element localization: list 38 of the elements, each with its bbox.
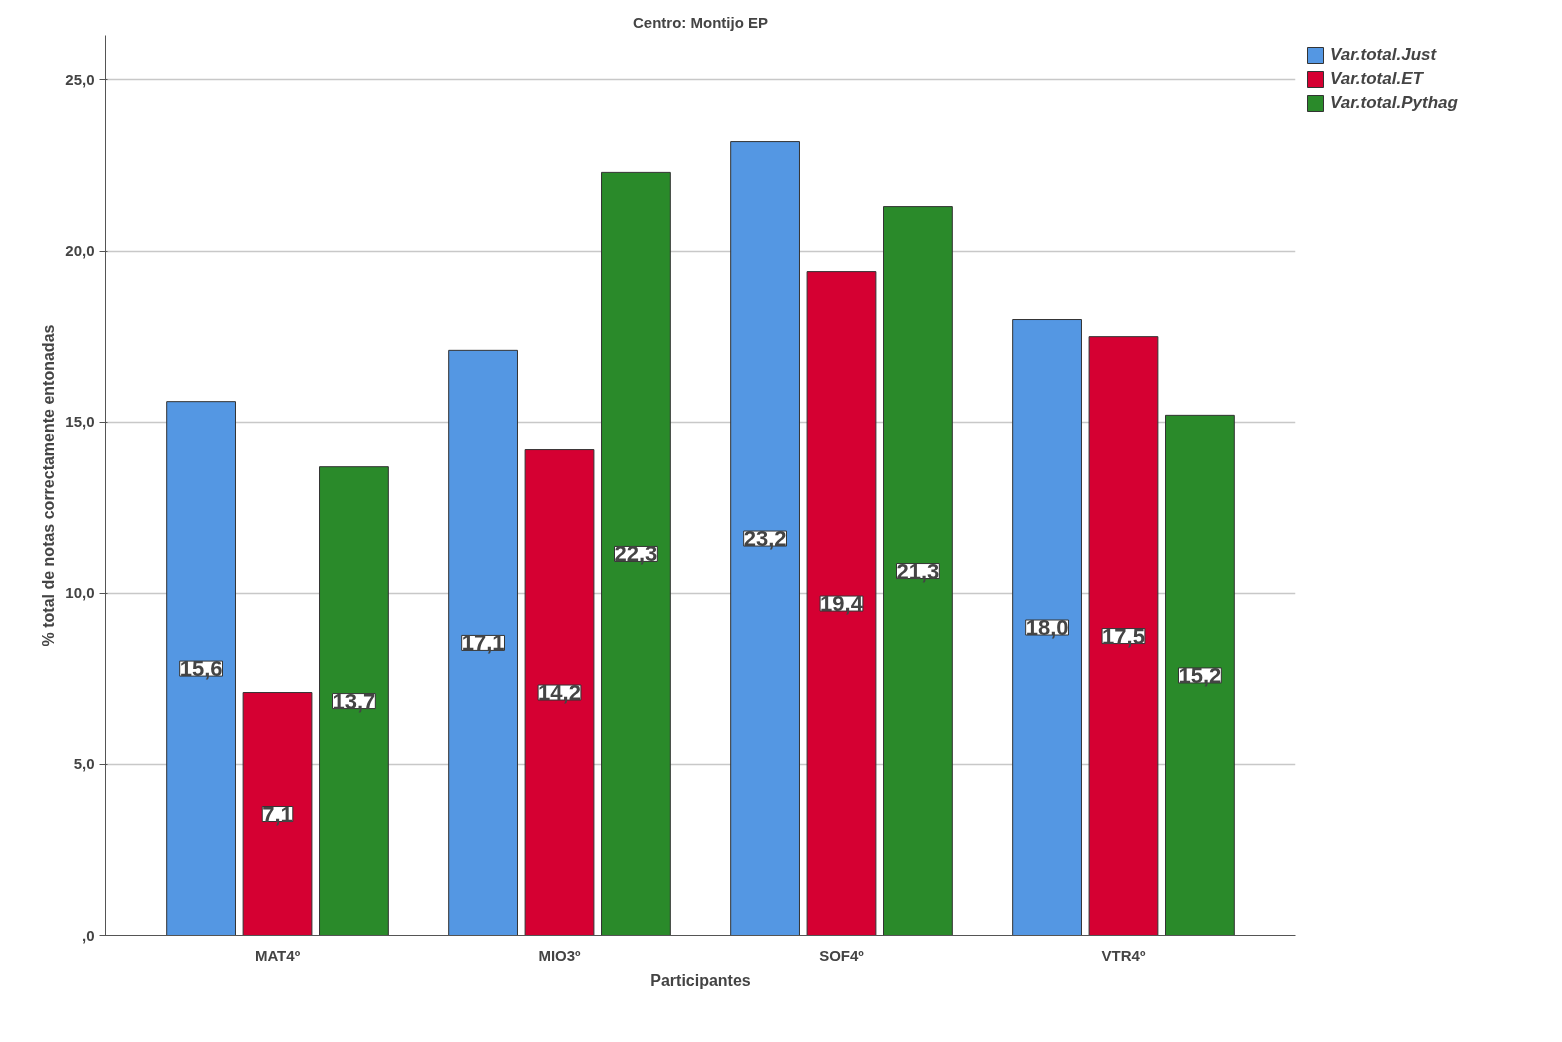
y-tick-label: ,0 (81, 926, 95, 944)
bar (166, 401, 236, 936)
y-tick-label: 5,0 (73, 755, 95, 773)
bar (806, 271, 877, 936)
chart-title: Centro: Montijo EP (633, 13, 769, 31)
y-tick-label: 25,0 (65, 70, 95, 88)
data-label: 7,1 (262, 801, 293, 827)
bar (319, 466, 389, 936)
x-tick-label: SOF4º (819, 946, 865, 964)
bar (448, 349, 518, 936)
x-tick-label: VTR4º (1101, 946, 1146, 964)
y-axis-title: % total de notas correctamente entonadas (40, 324, 58, 647)
data-label: 21,3 (896, 558, 940, 584)
data-label: 23,2 (743, 526, 787, 552)
bar (883, 206, 953, 936)
data-label: 14,2 (538, 680, 581, 706)
legend-label: Var.total.Just (1330, 45, 1437, 65)
y-tick-label: 20,0 (65, 242, 95, 260)
data-label: 15,6 (179, 656, 223, 682)
bar (730, 141, 800, 936)
data-label: 17,1 (461, 630, 505, 656)
data-label: 18,0 (1025, 615, 1069, 641)
y-tick-label: 10,0 (65, 584, 95, 602)
y-tick-label: 15,0 (65, 413, 95, 431)
bar (242, 692, 313, 936)
legend-label: Var.total.Pythag (1330, 93, 1458, 113)
x-axis-title: Participantes (650, 971, 751, 989)
bar (524, 449, 595, 936)
bar (1088, 336, 1159, 936)
bar (1012, 319, 1082, 936)
bar (601, 171, 671, 936)
bar (1165, 414, 1235, 936)
x-tick-label: MIO3º (538, 946, 582, 964)
data-label: 13,7 (332, 688, 376, 714)
data-label: 22,3 (614, 541, 658, 567)
x-tick-label: MAT4º (254, 946, 301, 964)
data-label: 15,2 (1178, 662, 1222, 688)
legend-label: Var.total.ET (1330, 69, 1423, 89)
